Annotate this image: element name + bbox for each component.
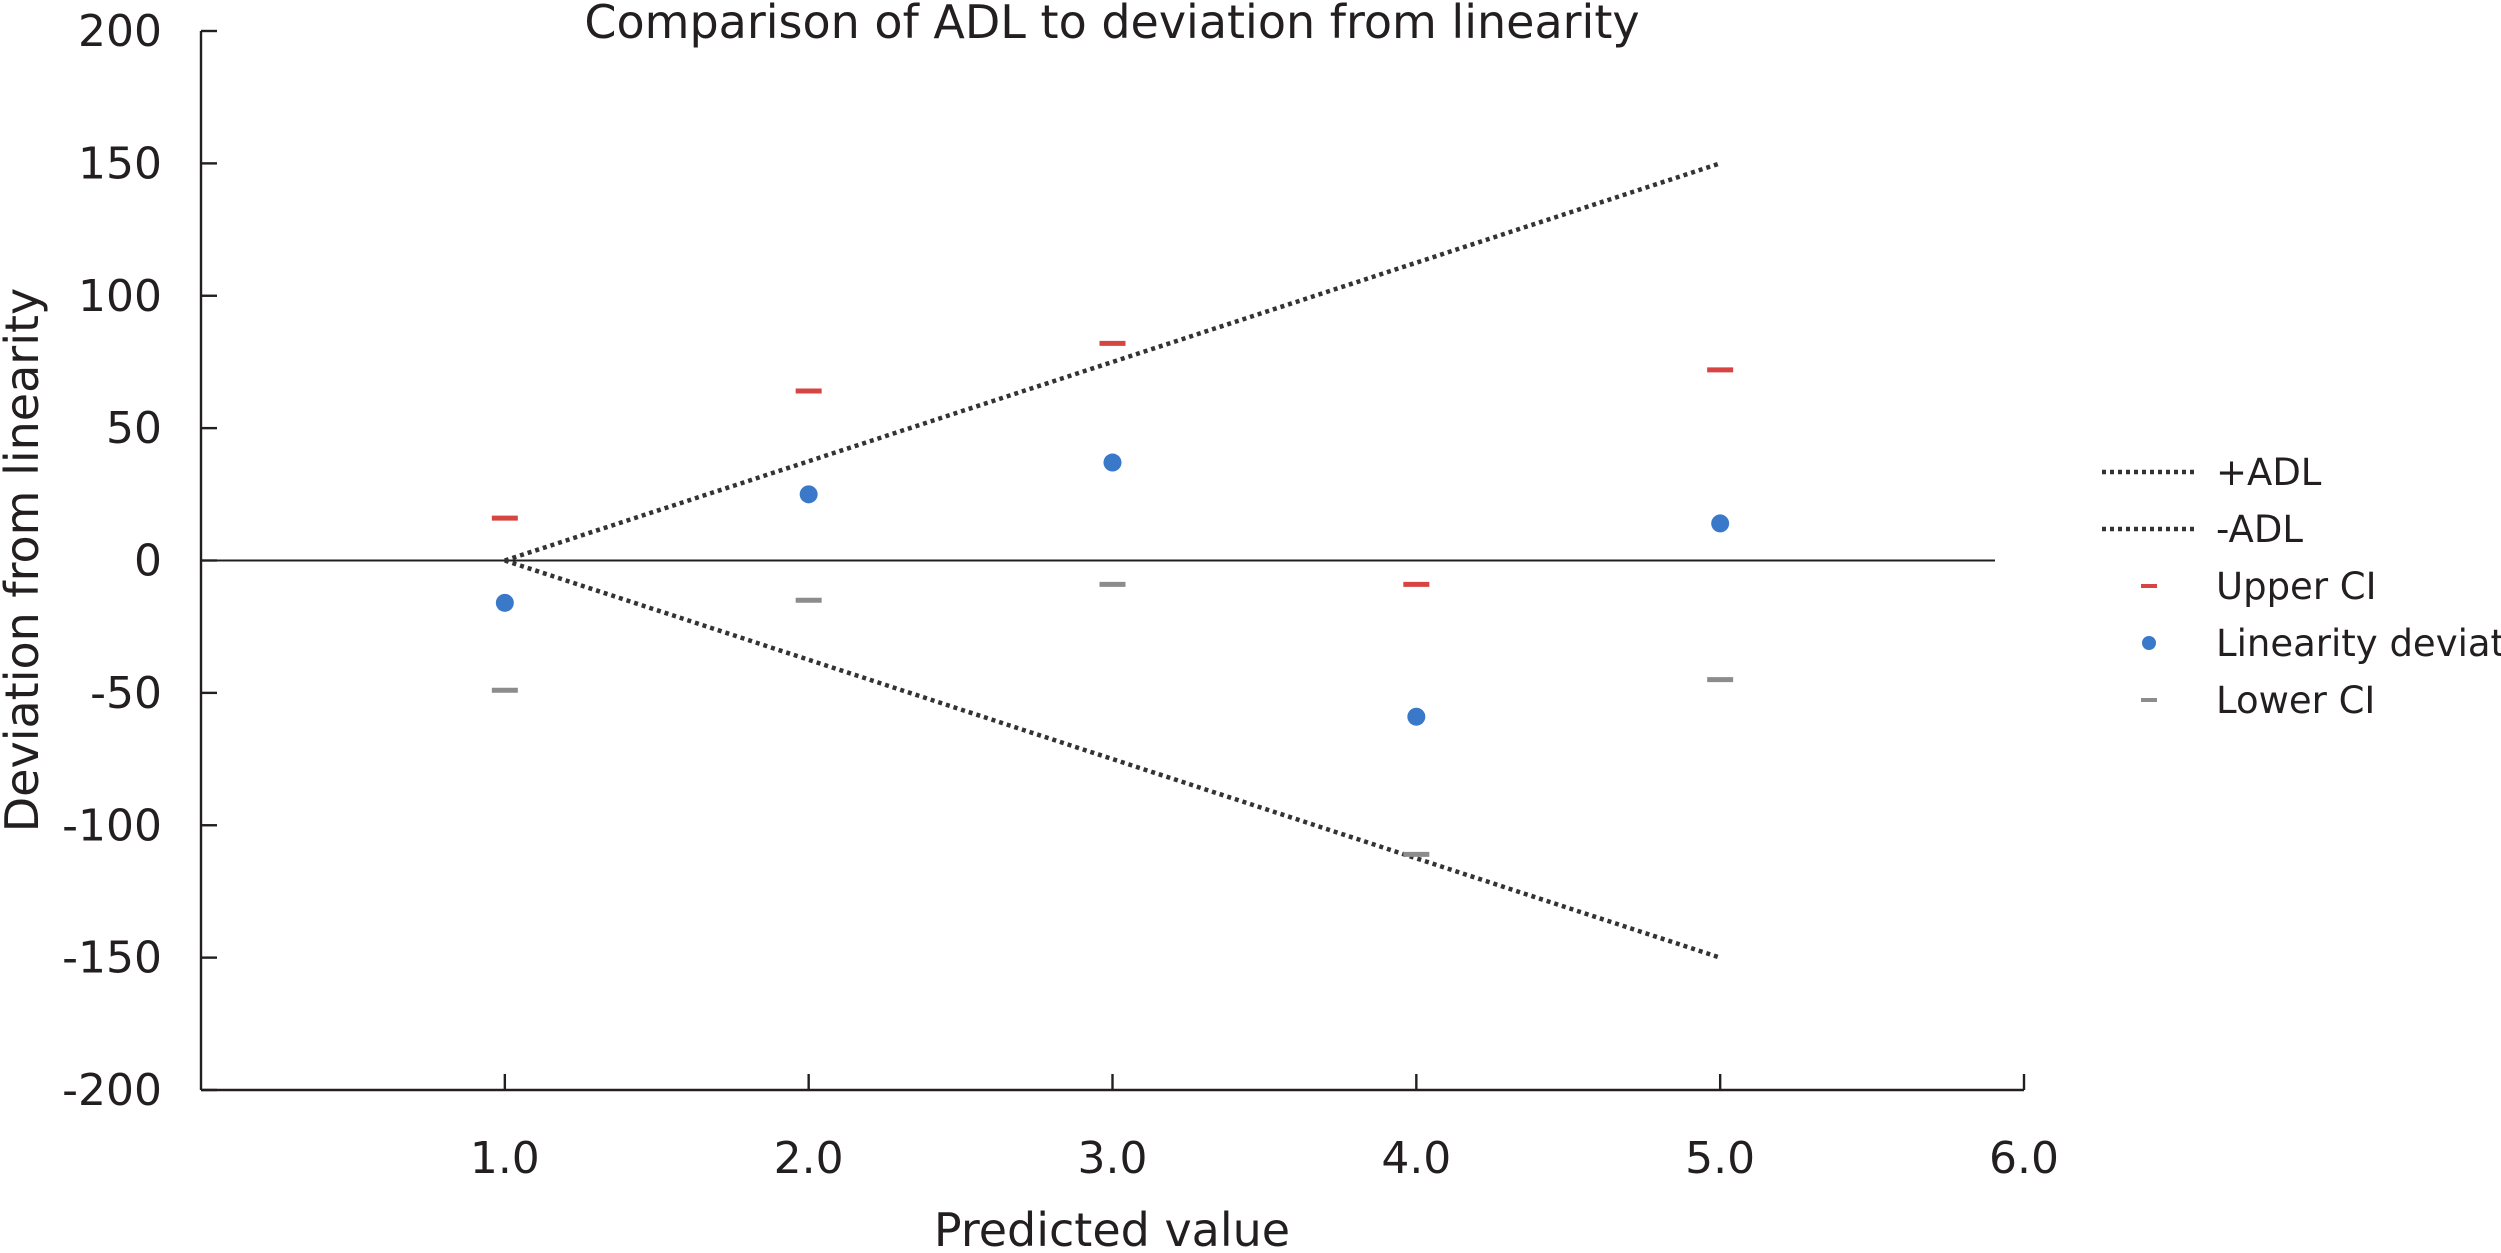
legend-label: Upper CI [2216, 565, 2377, 608]
series-line-adl [504, 558, 1721, 960]
y-tick-label: 0 [134, 536, 162, 587]
y-tick-label: 150 [78, 138, 162, 189]
y-tick-label: -100 [62, 800, 162, 851]
x-tick-label: 2.0 [774, 1133, 844, 1184]
y-tick-label: 50 [106, 403, 162, 454]
linearity-deviation-point [1103, 453, 1122, 472]
y-tick-label: 100 [78, 271, 162, 322]
x-tick-label: 5.0 [1685, 1133, 1755, 1184]
series-line-adl [504, 161, 1721, 563]
y-tick-label: -50 [90, 668, 162, 719]
x-tick-label: 3.0 [1078, 1133, 1148, 1184]
y-axis-title: Deviation from linearity [0, 288, 49, 832]
legend-label: Linearity deviation [2216, 622, 2501, 665]
chart-title: Comparison of ADL to deviation from line… [584, 0, 1639, 49]
y-tick-label: 200 [78, 6, 162, 57]
linearity-deviation-point [1711, 514, 1730, 533]
linearity-deviation-point [799, 485, 818, 504]
linearity-deviation-point [495, 593, 514, 612]
y-tick-label: -150 [62, 933, 162, 984]
legend-label: +ADL [2216, 451, 2322, 494]
y-tick-label: -200 [62, 1065, 162, 1116]
linearity-deviation-point [1407, 707, 1426, 726]
x-axis-title: Predicted value [934, 1203, 1290, 1253]
plot-area: 200 150 100 50 0 -50 -100 -150 -200 1.0 2.0 3.0 4.0 5… [62, 6, 2059, 1184]
x-tick-label: 4.0 [1381, 1133, 1451, 1184]
legend-label: Lower CI [2216, 679, 2375, 722]
x-tick-label: 6.0 [1989, 1133, 2059, 1184]
legend-swatch-linearity-deviation [2142, 636, 2156, 650]
legend-label: -ADL [2216, 508, 2303, 551]
legend: +ADL -ADL Upper CI Linearity deviation Lower… [2102, 451, 2501, 722]
x-tick-label: 1.0 [470, 1133, 540, 1184]
